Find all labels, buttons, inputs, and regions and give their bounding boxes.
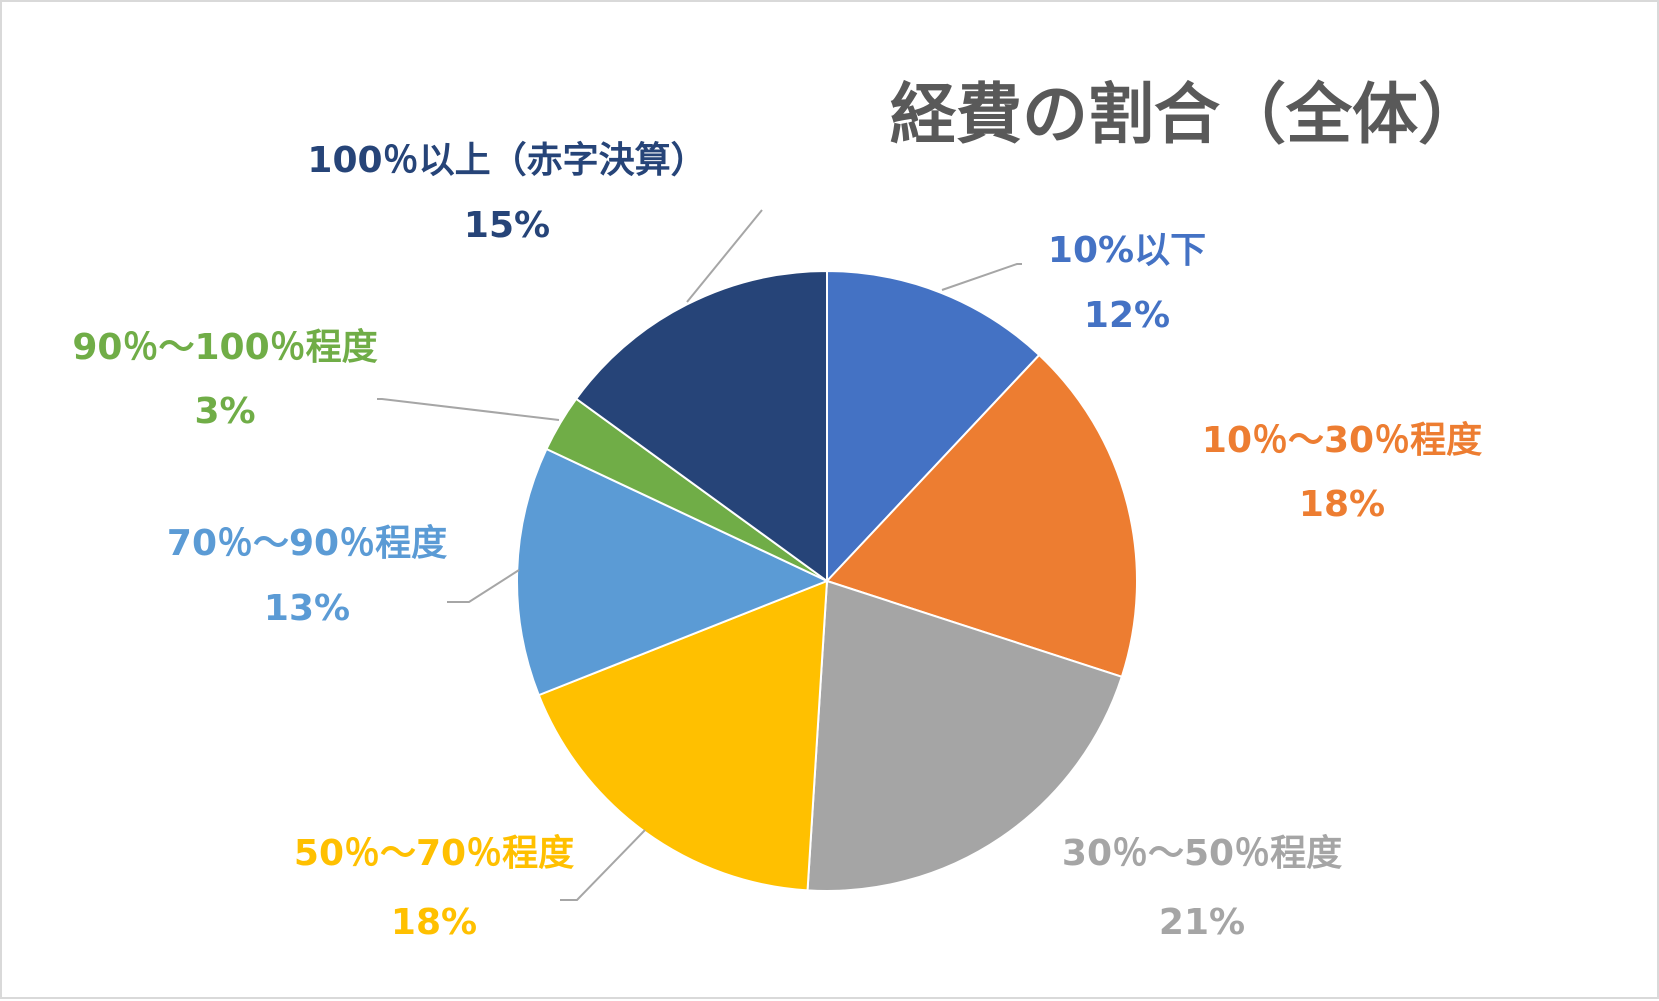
slice-label: 50％～70％程度 [294,833,574,874]
pie-slice [825,353,1138,679]
slice-value-label: 18% [1299,484,1385,525]
slice-label: 10％～30％程度 [1202,420,1482,461]
slice-label: 10%以下 [1048,230,1206,271]
leader-line [447,569,520,603]
leader-line [560,829,646,901]
data-labels: 10%以下 12% 10％～30％程度 18% 30％～50％程度 21% 50％～70％程… [72,140,1482,943]
slice-value-label: 21% [1159,902,1245,943]
pie-slice [574,269,828,583]
slice-value-label: 15% [464,205,550,246]
slice-label: 30％～50％程度 [1062,833,1342,874]
slice-value-label: 18% [391,902,477,943]
pie-slice [826,269,1041,584]
slice-value-label: 3% [194,391,255,432]
slice-label: 100％以上（赤字決算） [307,140,706,181]
pie-slice [537,579,829,892]
slice-value-label: 13% [264,588,350,629]
leader-line [941,263,1022,291]
leader-line [686,209,763,303]
leader-line [377,398,560,421]
chart-title: 経費の割合（全体） [890,76,1484,153]
pie-slice [806,579,1124,892]
slice-value-label: 12% [1084,295,1170,336]
leader-lines [377,209,1022,901]
slice-label: 90％～100％程度 [72,327,377,368]
pie-slices [516,269,1138,892]
slice-label: 70％～90％程度 [167,523,447,564]
